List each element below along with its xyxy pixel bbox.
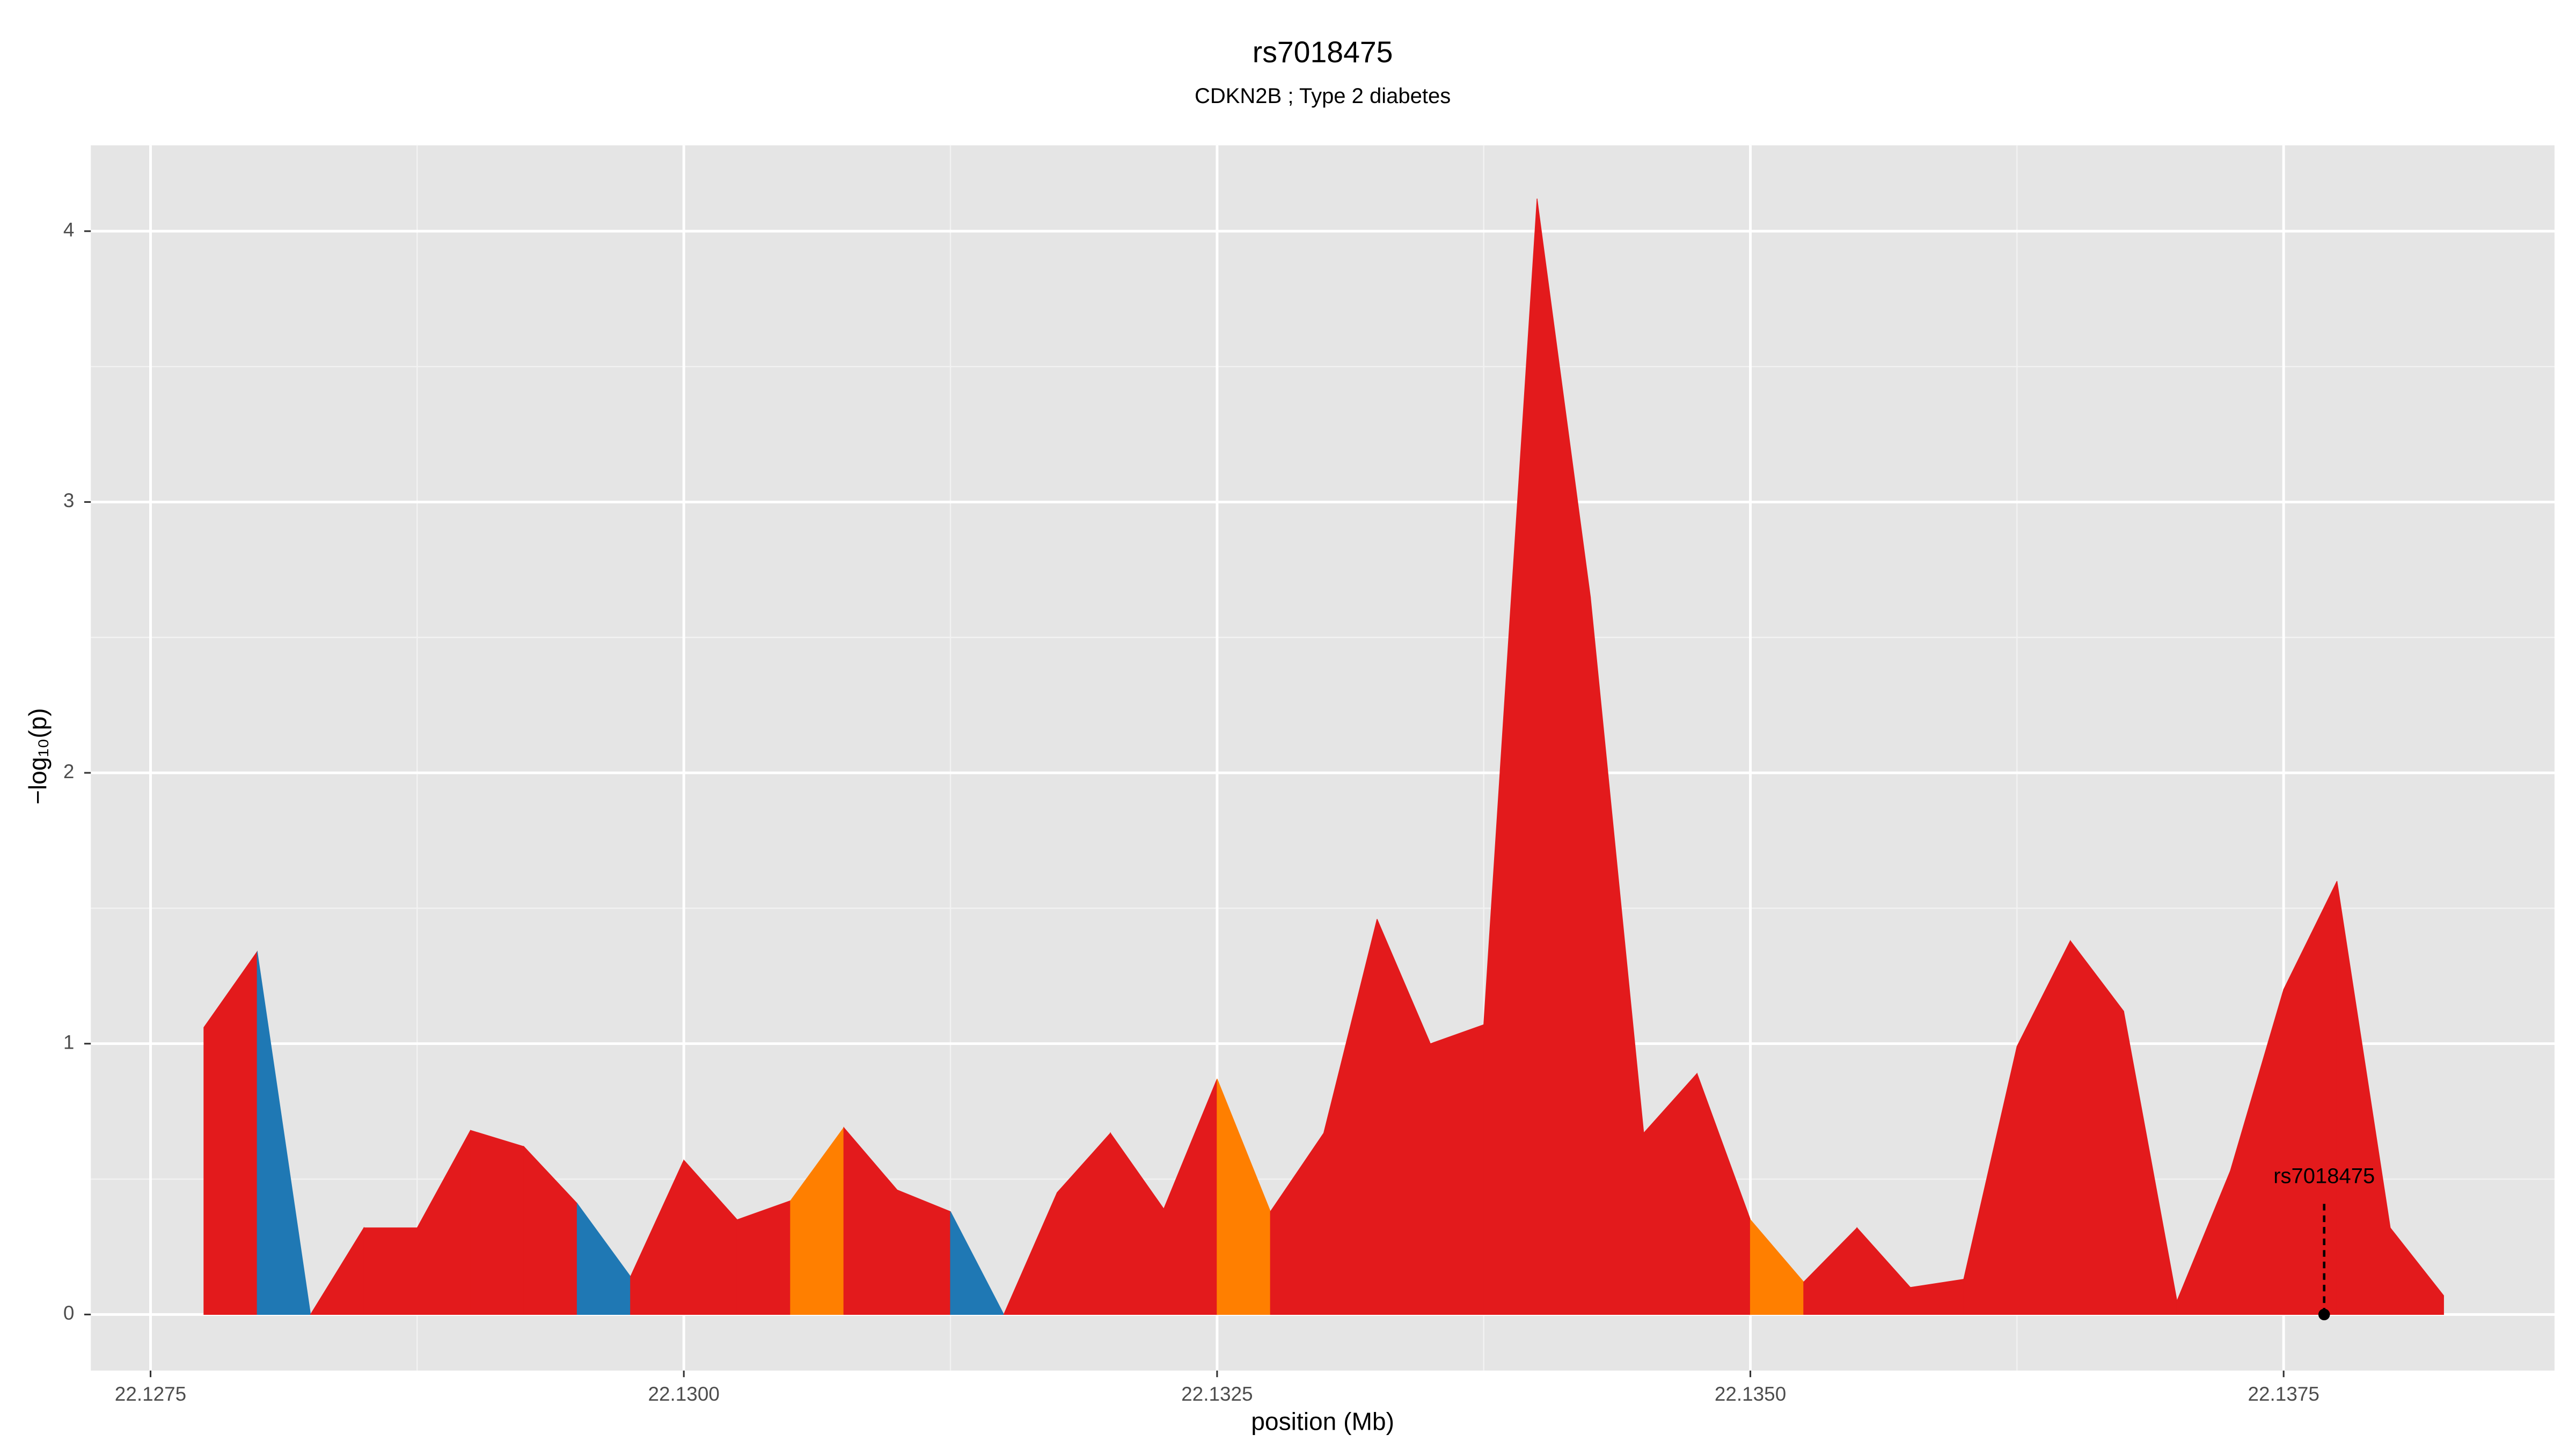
chart-title: rs7018475 [1253,35,1393,69]
x-tick-label: 22.1375 [2248,1383,2319,1405]
y-tick-label: 4 [63,218,75,240]
marks: rs7018475 [203,199,2444,1321]
y-tick-label: 3 [63,489,75,511]
x-tick-label: 22.1275 [115,1383,186,1405]
y-axis-label: −log₁₀(p) [24,708,52,804]
annotation-point [2318,1308,2330,1321]
chart-subtitle: CDKN2B ; Type 2 diabetes [1195,84,1451,108]
area-segment [1430,1024,1484,1315]
axes: 22.1275 22.1300 22.1325 22.1350 22.1375 0 1 2 3 4 [63,218,2319,1404]
area-segment [2390,1227,2444,1315]
area-segment [897,1189,951,1315]
y-tick-label: 2 [63,760,75,782]
area-segment [363,1227,418,1315]
y-tick-label: 1 [63,1031,75,1053]
area-segment [257,952,311,1315]
area-segment [736,1200,791,1315]
area-segment [950,1211,1005,1315]
x-tick-label: 22.1300 [648,1383,719,1405]
x-tick-label: 22.1325 [1181,1383,1253,1405]
x-axis-label: position (Mb) [1251,1407,1394,1435]
x-tick-label: 22.1350 [1715,1383,1786,1405]
y-tick-label: 0 [63,1302,75,1324]
area-segment [470,1130,524,1315]
annotation-label: rs7018475 [2273,1165,2375,1188]
